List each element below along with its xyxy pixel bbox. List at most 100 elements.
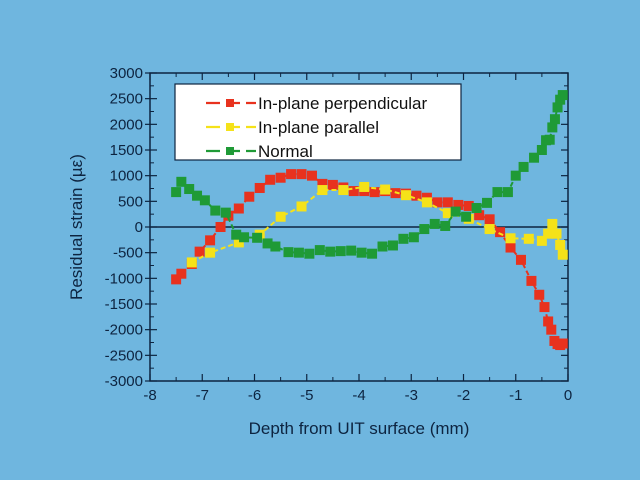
legend-label: In-plane perpendicular: [258, 94, 428, 113]
data-point: [432, 197, 443, 208]
data-point: [296, 201, 307, 212]
data-point: [231, 229, 242, 240]
data-point: [233, 203, 244, 214]
series-in-plane-perpendicular: [171, 169, 568, 351]
data-point: [304, 248, 315, 259]
data-point: [421, 197, 432, 208]
legend-marker: [226, 147, 234, 155]
data-point: [471, 203, 482, 214]
data-point: [450, 206, 461, 217]
x-tick-label: -4: [352, 387, 365, 404]
legend-label: In-plane parallel: [258, 118, 379, 137]
data-point: [461, 211, 472, 222]
data-point: [314, 245, 325, 256]
data-point: [369, 187, 380, 198]
data-point: [338, 185, 349, 196]
data-point: [270, 241, 281, 252]
data-point: [536, 235, 547, 246]
data-point: [176, 268, 187, 279]
legend-label: Normal: [258, 142, 313, 161]
data-point: [557, 249, 568, 260]
data-point: [482, 197, 493, 208]
data-point: [544, 134, 555, 145]
data-point: [401, 190, 412, 201]
data-point: [463, 200, 474, 211]
data-point: [539, 302, 550, 313]
data-point: [306, 170, 317, 181]
data-point: [526, 275, 537, 286]
data-point: [194, 246, 205, 257]
data-point: [453, 199, 464, 210]
data-point: [215, 222, 226, 232]
data-point: [346, 245, 357, 256]
data-point: [502, 187, 513, 198]
data-point: [529, 152, 540, 163]
data-point: [176, 176, 187, 187]
data-point: [210, 205, 221, 216]
data-point: [534, 289, 545, 300]
data-point: [543, 228, 554, 239]
data-point: [551, 228, 562, 239]
data-point: [265, 174, 276, 185]
data-point: [244, 191, 255, 202]
legend-box: [174, 83, 462, 161]
y-tick-label: -1000: [105, 270, 143, 287]
data-point: [293, 247, 304, 258]
data-point: [171, 274, 182, 285]
legend-entries: In-plane perpendicular In-plane parallel N…: [206, 94, 428, 161]
data-point: [536, 145, 547, 155]
data-point: [442, 197, 453, 208]
data-point: [283, 247, 294, 258]
x-tick-label: -2: [457, 387, 470, 404]
x-tick-label: -3: [405, 387, 418, 404]
y-axis: 3000 2500 2000 1500 1000 500 0 -500 -1000 -1500 -2…: [105, 65, 568, 390]
data-point: [380, 184, 391, 195]
y-tick-label: -2500: [105, 347, 143, 364]
y-tick-label: 500: [118, 193, 143, 210]
legend-entry: In-plane parallel: [206, 118, 379, 137]
data-point: [547, 122, 558, 133]
y-tick-label: -500: [113, 245, 143, 262]
data-point: [367, 248, 378, 259]
legend-entry: In-plane perpendicular: [206, 94, 428, 113]
legend-entry: Normal: [206, 142, 313, 161]
data-point: [474, 210, 485, 221]
data-point: [205, 247, 216, 258]
data-point: [171, 187, 182, 198]
series-layer: [171, 90, 568, 351]
data-point: [484, 224, 495, 235]
data-point: [411, 190, 422, 201]
data-point: [484, 214, 495, 225]
data-point: [317, 178, 328, 189]
y-tick-label: -1500: [105, 296, 143, 313]
data-point: [327, 179, 338, 190]
data-point: [199, 195, 210, 206]
data-point: [555, 239, 566, 250]
data-point: [557, 90, 568, 101]
data-point: [220, 207, 231, 218]
legend: In-plane perpendicular In-plane parallel N…: [174, 83, 462, 161]
data-point: [543, 316, 554, 327]
data-point: [429, 218, 440, 229]
data-point: [557, 338, 568, 349]
series-in-plane-parallel: [186, 181, 568, 268]
y-tick-label: 2000: [110, 116, 143, 133]
data-point: [419, 224, 430, 235]
data-point: [325, 246, 336, 257]
data-point: [233, 237, 244, 248]
data-point: [408, 232, 419, 243]
data-point: [552, 102, 563, 113]
data-point: [286, 169, 297, 180]
data-point: [275, 211, 286, 222]
y-tick-label: 1500: [110, 142, 143, 159]
data-point: [184, 184, 195, 195]
data-point: [546, 324, 557, 335]
data-point: [515, 254, 526, 265]
data-point: [356, 247, 367, 258]
data-point: [252, 232, 263, 243]
data-point: [275, 172, 286, 183]
data-point: [205, 235, 216, 246]
y-axis-title: Residual strain (µε): [67, 154, 86, 300]
data-point: [492, 187, 503, 198]
